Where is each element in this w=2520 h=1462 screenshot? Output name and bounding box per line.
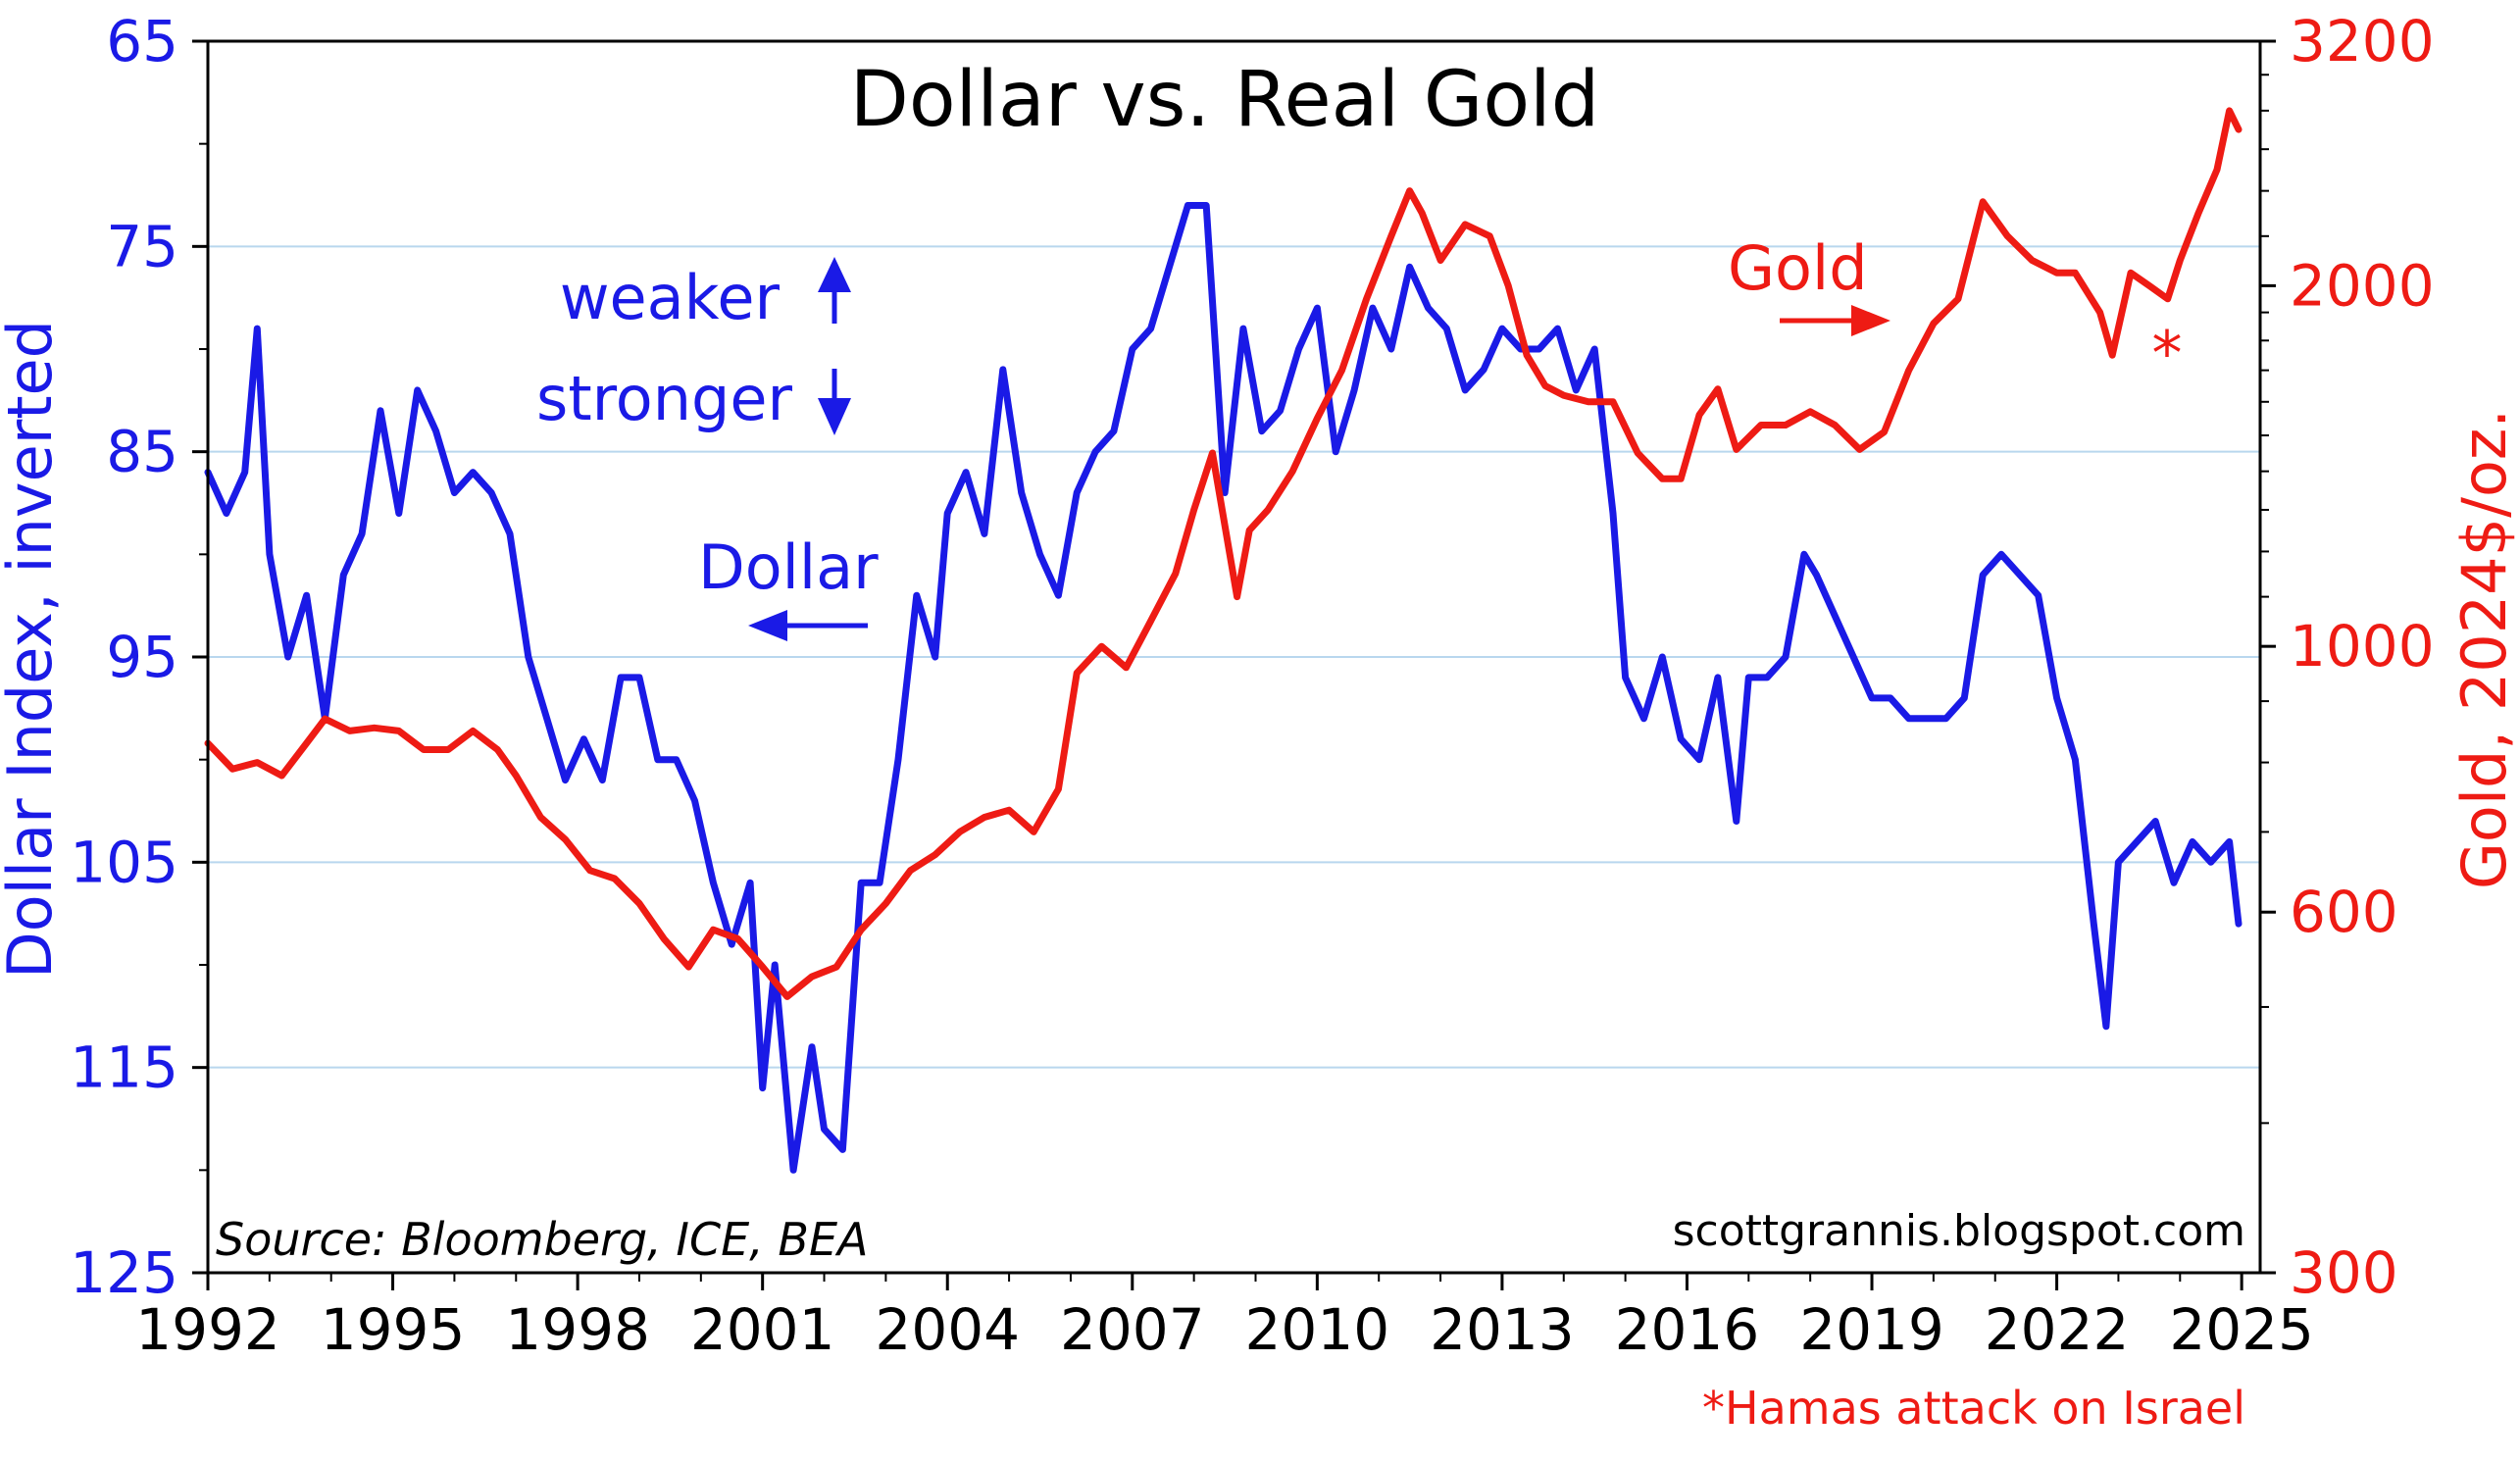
right-tick-label: 1000 bbox=[2290, 613, 2435, 680]
series-lines bbox=[204, 107, 2243, 1174]
x-tick-label: 2004 bbox=[875, 1296, 1020, 1363]
x-tick-label: 2022 bbox=[1985, 1296, 2130, 1363]
right-tick-label: 2000 bbox=[2290, 252, 2435, 319]
x-tick-label: 2019 bbox=[1799, 1296, 1944, 1363]
right-tick-label: 600 bbox=[2290, 879, 2398, 945]
x-tick-label: 2010 bbox=[1245, 1296, 1390, 1363]
left-tick-label: 75 bbox=[106, 213, 178, 279]
right-axis-label: Gold, 2024$/oz. bbox=[2448, 409, 2520, 889]
left-tick-label: 65 bbox=[106, 8, 178, 75]
left-tick-label: 95 bbox=[106, 624, 178, 690]
left-tick-label: 115 bbox=[70, 1034, 178, 1101]
right-tick-label: 3200 bbox=[2290, 8, 2435, 75]
arrow-right-icon bbox=[1780, 305, 1890, 336]
x-tick-label: 1998 bbox=[505, 1296, 650, 1363]
arrow-down-icon bbox=[818, 369, 851, 435]
left-tick-label: 125 bbox=[70, 1239, 178, 1306]
chart-title: Dollar vs. Real Gold bbox=[850, 56, 1599, 144]
x-tick-label: 2007 bbox=[1060, 1296, 1205, 1363]
gold-series-line bbox=[204, 107, 2243, 1000]
website-credit: scottgrannis.blogspot.com bbox=[1673, 1206, 2245, 1256]
x-tick-label: 2025 bbox=[2169, 1296, 2314, 1363]
annotation-dollar: Dollar bbox=[698, 531, 879, 603]
left-tick-label: 85 bbox=[106, 419, 178, 485]
x-tick-label: 2013 bbox=[1430, 1296, 1575, 1363]
footnote: *Hamas attack on Israel bbox=[1702, 1382, 2245, 1435]
x-tick-label: 2001 bbox=[690, 1296, 835, 1363]
annotation-weaker: weaker bbox=[560, 262, 781, 333]
x-tick-label: 1995 bbox=[321, 1296, 466, 1363]
arrow-left-icon bbox=[748, 610, 868, 641]
axis-ticks bbox=[192, 39, 2276, 1290]
annotation-asterisk: * bbox=[2152, 318, 2183, 389]
annotation-stronger: stronger bbox=[536, 363, 792, 434]
left-axis-label: Dollar Index, inverted bbox=[0, 320, 66, 979]
dollar-series-line bbox=[204, 202, 2243, 1174]
gridlines bbox=[208, 245, 2260, 1069]
left-tick-label: 105 bbox=[70, 829, 178, 895]
tick-labels: 65 75 85 95 105 115 125 3200 2000 1000 600 300 1992 1… bbox=[70, 8, 2434, 1363]
x-tick-label: 2016 bbox=[1615, 1296, 1760, 1363]
source-note: Source: Bloomberg, ICE, BEA bbox=[216, 1213, 869, 1266]
x-tick-label: 1992 bbox=[135, 1296, 280, 1363]
annotation-gold: Gold bbox=[1728, 232, 1868, 304]
right-tick-label: 300 bbox=[2290, 1239, 2398, 1306]
arrow-up-icon bbox=[818, 257, 851, 324]
